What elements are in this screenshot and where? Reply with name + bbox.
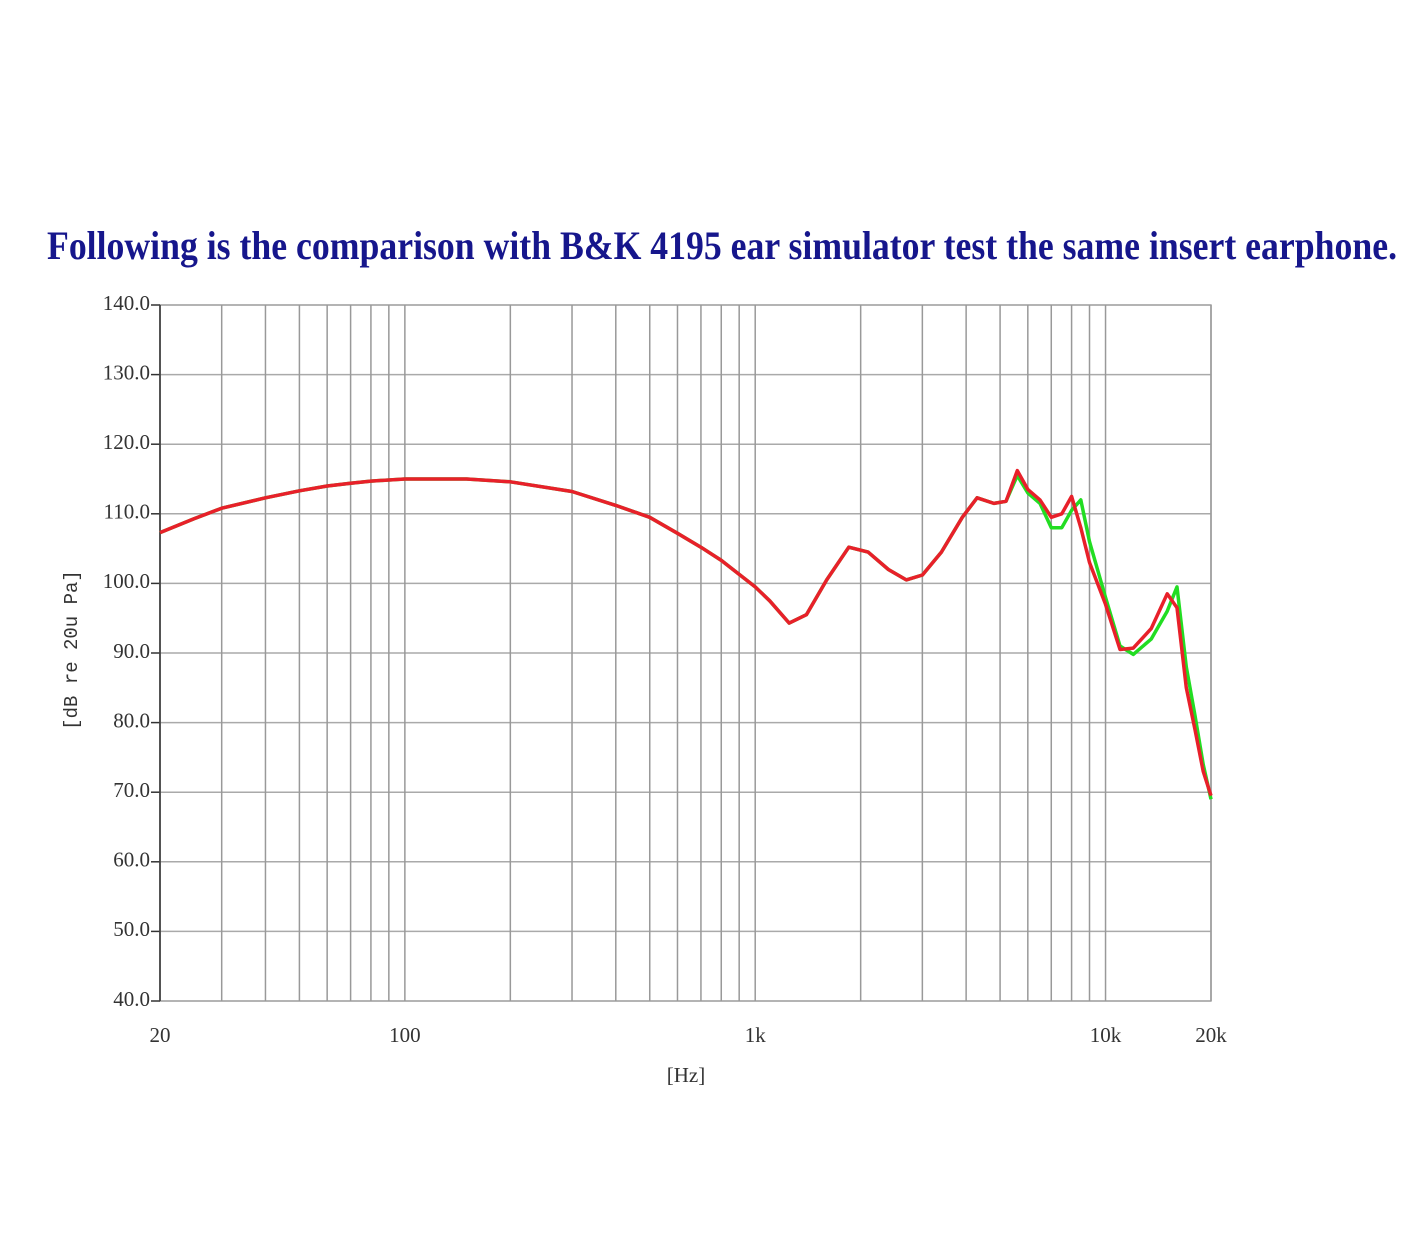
x-tick-label: 10k [1090, 1023, 1122, 1047]
x-axis-label: [Hz] [667, 1063, 705, 1087]
y-tick-label: 140.0 [103, 291, 150, 315]
y-tick-label: 40.0 [113, 987, 150, 1011]
y-axis-label: [dB re 20u Pa] [61, 570, 83, 730]
series-line [159, 473, 1213, 800]
y-tick-label: 110.0 [104, 500, 150, 524]
y-tick-label: 80.0 [113, 708, 150, 732]
chart-title: Following is the comparison with B&K 419… [47, 223, 1397, 268]
x-tick-label: 20k [1195, 1023, 1227, 1047]
y-tick-label: 50.0 [113, 917, 150, 941]
x-tick-label: 1k [745, 1023, 767, 1047]
series-line [159, 468, 1213, 797]
y-tick-label: 120.0 [103, 430, 150, 454]
y-tick-label: 90.0 [113, 639, 150, 663]
y-tick-label: 60.0 [113, 848, 150, 872]
x-tick-label: 20 [150, 1023, 171, 1047]
y-tick-label: 100.0 [103, 569, 150, 593]
y-tick-label: 130.0 [103, 360, 150, 384]
x-tick-label: 100 [389, 1023, 421, 1047]
y-tick-label: 70.0 [113, 778, 150, 802]
